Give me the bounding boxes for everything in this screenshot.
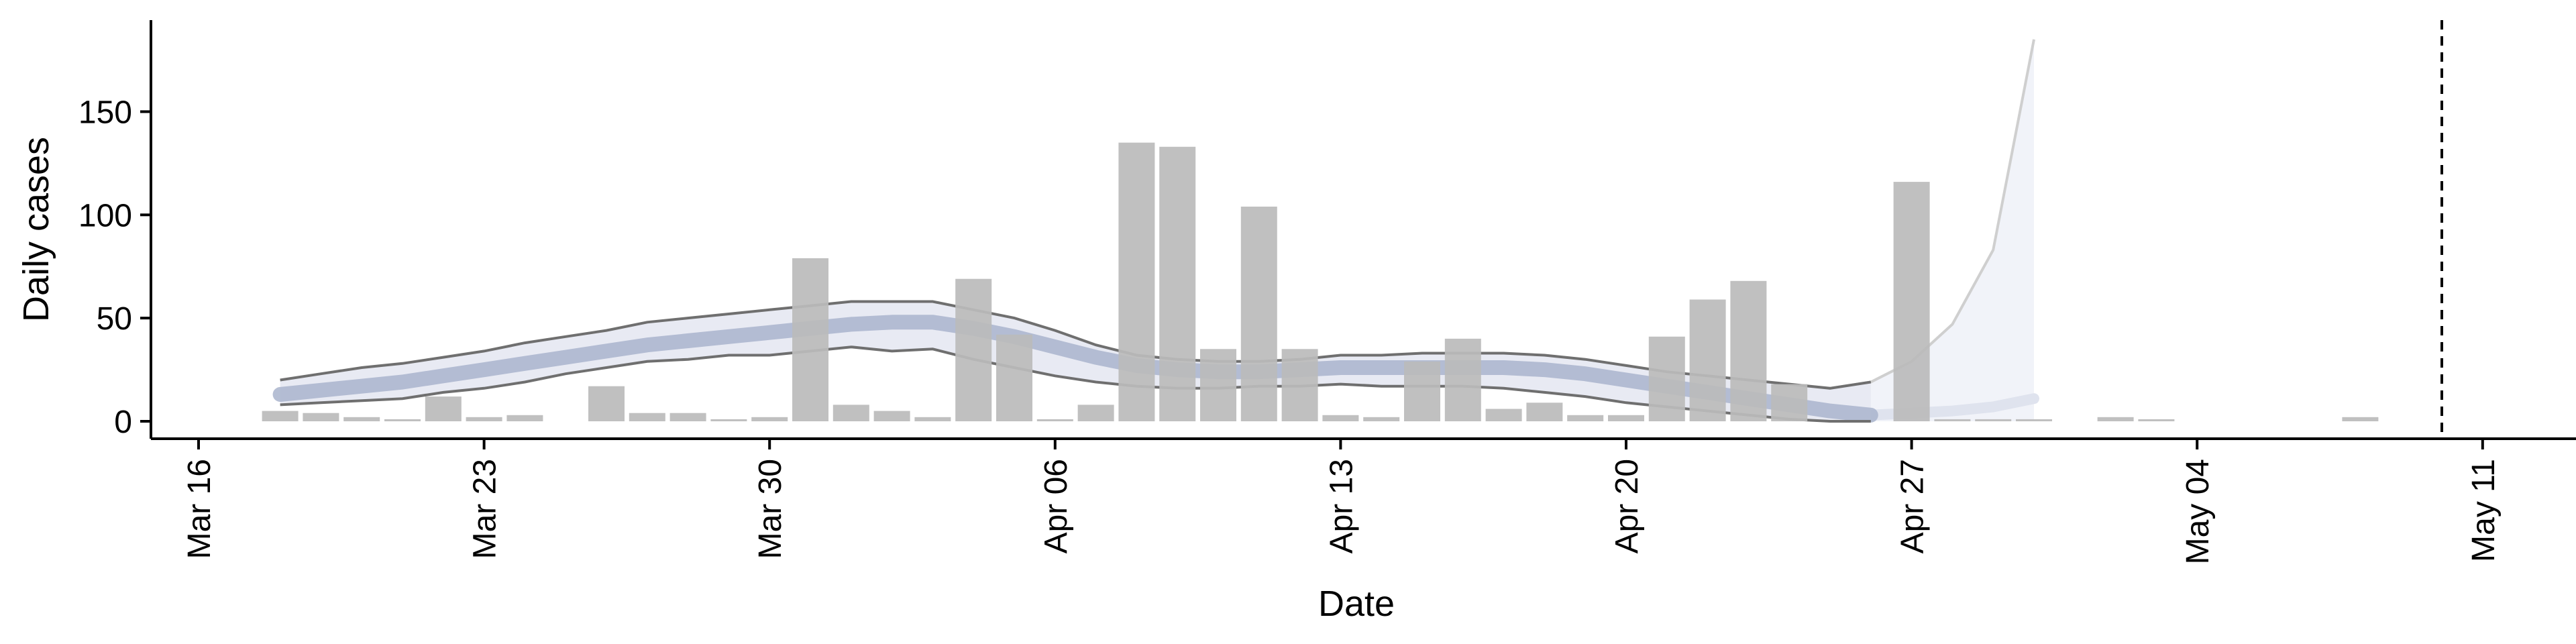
bar — [1444, 338, 1481, 421]
bar — [1771, 384, 1808, 421]
bar — [873, 411, 910, 421]
bar — [751, 417, 788, 421]
forecast-band — [1830, 39, 2034, 422]
bar — [1240, 207, 1277, 421]
bar — [1975, 419, 2012, 421]
x-tick-label: Mar 23 — [468, 459, 503, 559]
axes-layer: 0 50 100 150 Mar 16 Mar 23 Mar 30 Apr 06 Apr 13 A… — [78, 20, 2576, 564]
bar — [1322, 415, 1359, 421]
bar — [425, 396, 462, 421]
y-tick-label: 100 — [78, 198, 132, 233]
bar — [1363, 417, 1400, 421]
forecast-band-layer — [1825, 39, 2039, 422]
bar — [1526, 402, 1563, 421]
x-tick-label: May 04 — [2180, 459, 2216, 564]
bar — [588, 386, 625, 421]
bar — [2097, 417, 2134, 421]
x-tick-label: Apr 20 — [1609, 459, 1645, 553]
bar — [2016, 419, 2052, 421]
estimate-upper-line — [280, 300, 1872, 390]
bar — [710, 419, 747, 421]
bar — [1648, 336, 1685, 421]
bar — [303, 413, 339, 421]
bar — [2138, 419, 2175, 421]
estimate-lower-line — [280, 345, 1871, 423]
bar — [996, 334, 1032, 421]
bar — [2342, 417, 2379, 421]
bar — [1281, 349, 1318, 421]
bar — [833, 405, 869, 421]
x-tick-label: May 11 — [2466, 459, 2502, 562]
estimate-median-line — [272, 315, 1878, 423]
bar — [1077, 405, 1114, 421]
bar — [914, 417, 951, 421]
bar — [669, 413, 706, 421]
bar — [506, 415, 543, 421]
bar — [262, 411, 299, 421]
x-axis-title: Date — [1318, 584, 1395, 624]
bar — [384, 419, 421, 421]
bar — [792, 258, 828, 421]
bar — [1159, 146, 1196, 422]
bar — [466, 417, 502, 421]
bar — [955, 278, 992, 421]
x-tick-label: Apr 06 — [1038, 459, 1074, 553]
estimate-band — [280, 301, 1871, 421]
bar — [1485, 409, 1522, 421]
bar — [1608, 415, 1644, 421]
bar — [629, 413, 665, 421]
bar — [1934, 419, 1971, 421]
bars-layer — [262, 142, 2379, 422]
bar — [1404, 361, 1440, 421]
y-axis-title: Daily cases — [16, 137, 56, 322]
bar — [1118, 142, 1155, 421]
bar — [1036, 419, 1073, 421]
x-tick-label: Apr 27 — [1895, 459, 1931, 553]
x-tick-label: Apr 13 — [1324, 459, 1359, 553]
y-tick-label: 150 — [78, 95, 132, 130]
bar — [1567, 415, 1604, 421]
bar — [1689, 299, 1726, 421]
estimate-band-layer — [272, 300, 1878, 423]
bar — [1893, 182, 1930, 421]
x-tick-label: Mar 30 — [753, 459, 788, 559]
x-tick-label: Mar 16 — [182, 459, 217, 559]
y-tick-label: 0 — [114, 405, 132, 440]
bar — [1730, 280, 1767, 421]
bar — [1200, 349, 1236, 421]
y-tick-label: 50 — [97, 301, 132, 337]
bar — [343, 417, 380, 421]
